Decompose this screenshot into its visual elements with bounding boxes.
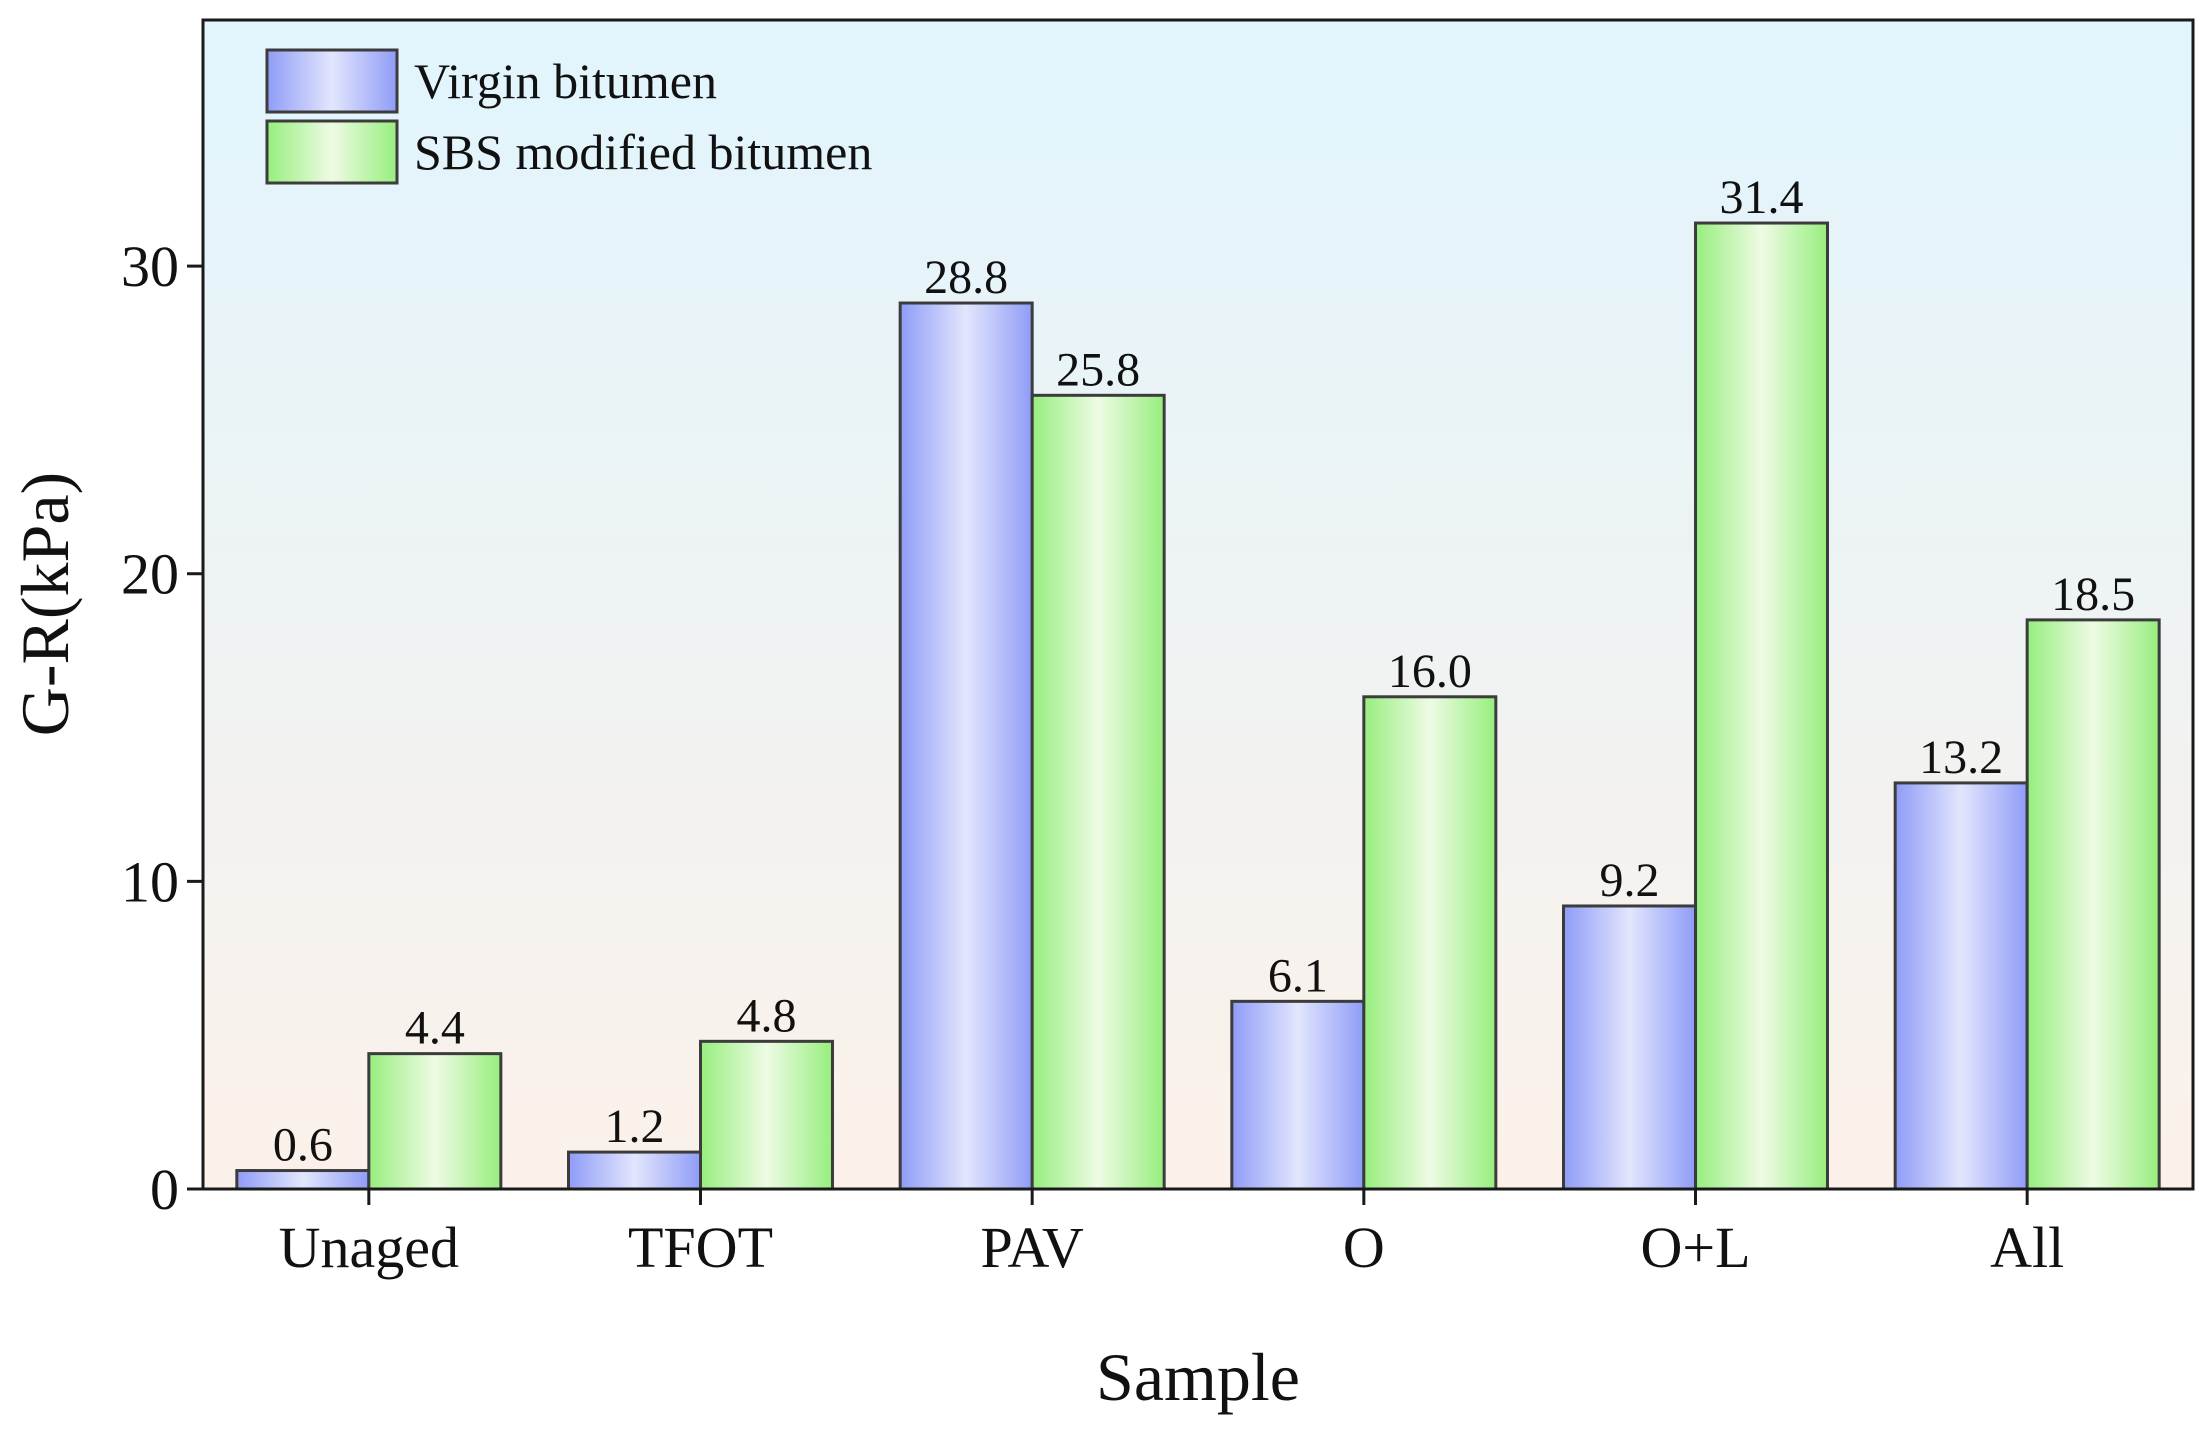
plot-frame (201, 18, 2195, 1191)
y-axis-title: G-R(kPa) (7, 472, 83, 736)
data-label-sbs-modified-bitumen-pav: 25.8 (1056, 343, 1140, 396)
data-label-sbs-modified-bitumen-o: 16.0 (1388, 645, 1472, 698)
data-label-sbs-modified-bitumen-all: 18.5 (2051, 568, 2135, 621)
y-tick-label-20: 20 (121, 542, 179, 607)
bar-sbs-modified-bitumen-o-l (1694, 221, 1829, 1191)
x-axis-title: Sample (1096, 1339, 1300, 1415)
legend-label-virgin-bitumen: Virgin bitumen (414, 53, 717, 109)
y-axis: 0 10 20 30 (121, 234, 203, 1222)
x-tick-label-tfot: TFOT (628, 1215, 773, 1280)
legend-swatch-virgin-bitumen (265, 48, 399, 114)
bar-sbs-modified-bitumen-tfot (699, 1039, 834, 1191)
plot-background (203, 20, 2193, 1189)
legend-swatch-sbs-modified-bitumen (265, 119, 399, 185)
y-tick-label-10: 10 (121, 849, 179, 914)
data-labels: 0.6 4.4 1.2 4.8 28.8 25.8 6.1 16.0 9.2 31.4 13.2 18… (273, 171, 2135, 1172)
data-label-virgin-bitumen-tfot: 1.2 (605, 1100, 665, 1153)
x-axis: Unaged TFOT PAV O O+L All (279, 1189, 2064, 1280)
y-tick-label-0: 0 (150, 1157, 179, 1222)
bar-virgin-bitumen-tfot (567, 1150, 702, 1191)
bar-sbs-modified-bitumen-pav (1030, 393, 1166, 1191)
data-label-virgin-bitumen-all: 13.2 (1919, 731, 2003, 784)
bar-virgin-bitumen-o-l (1562, 904, 1697, 1191)
x-tick-label-o-l: O+L (1640, 1215, 1750, 1280)
data-label-virgin-bitumen-pav: 28.8 (924, 251, 1008, 304)
bar-virgin-bitumen-o (1230, 999, 1366, 1191)
bar-virgin-bitumen-all (1893, 781, 2029, 1191)
data-label-sbs-modified-bitumen-o-l: 31.4 (1720, 171, 1804, 224)
x-tick-label-unaged: Unaged (279, 1215, 459, 1280)
data-label-sbs-modified-bitumen-unaged: 4.4 (405, 1002, 465, 1055)
bar-sbs-modified-bitumen-o (1362, 695, 1498, 1191)
data-label-virgin-bitumen-o-l: 9.2 (1600, 854, 1660, 907)
bar-sbs-modified-bitumen-unaged (367, 1052, 503, 1191)
x-tick-label-all: All (1990, 1215, 2064, 1280)
bar-virgin-bitumen-pav (898, 301, 1034, 1191)
y-tick-label-30: 30 (121, 234, 179, 299)
bars (235, 221, 2161, 1191)
bar-sbs-modified-bitumen-all (2025, 618, 2161, 1191)
legend-label-sbs-modified-bitumen: SBS modified bitumen (414, 124, 872, 180)
x-tick-label-o: O (1343, 1215, 1385, 1280)
bar-virgin-bitumen-unaged (235, 1169, 371, 1191)
data-label-virgin-bitumen-unaged: 0.6 (273, 1119, 333, 1172)
data-label-sbs-modified-bitumen-tfot: 4.8 (737, 989, 797, 1042)
data-label-virgin-bitumen-o: 6.1 (1268, 949, 1328, 1002)
x-tick-label-pav: PAV (981, 1215, 1084, 1280)
legend: Virgin bitumen SBS modified bitumen (265, 48, 872, 185)
